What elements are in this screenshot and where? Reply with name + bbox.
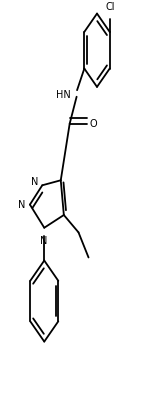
Text: N: N xyxy=(18,200,26,210)
Text: HN: HN xyxy=(57,90,71,100)
Text: N: N xyxy=(31,177,38,187)
Text: O: O xyxy=(90,119,97,129)
Text: N: N xyxy=(40,236,47,246)
Text: Cl: Cl xyxy=(106,2,115,12)
